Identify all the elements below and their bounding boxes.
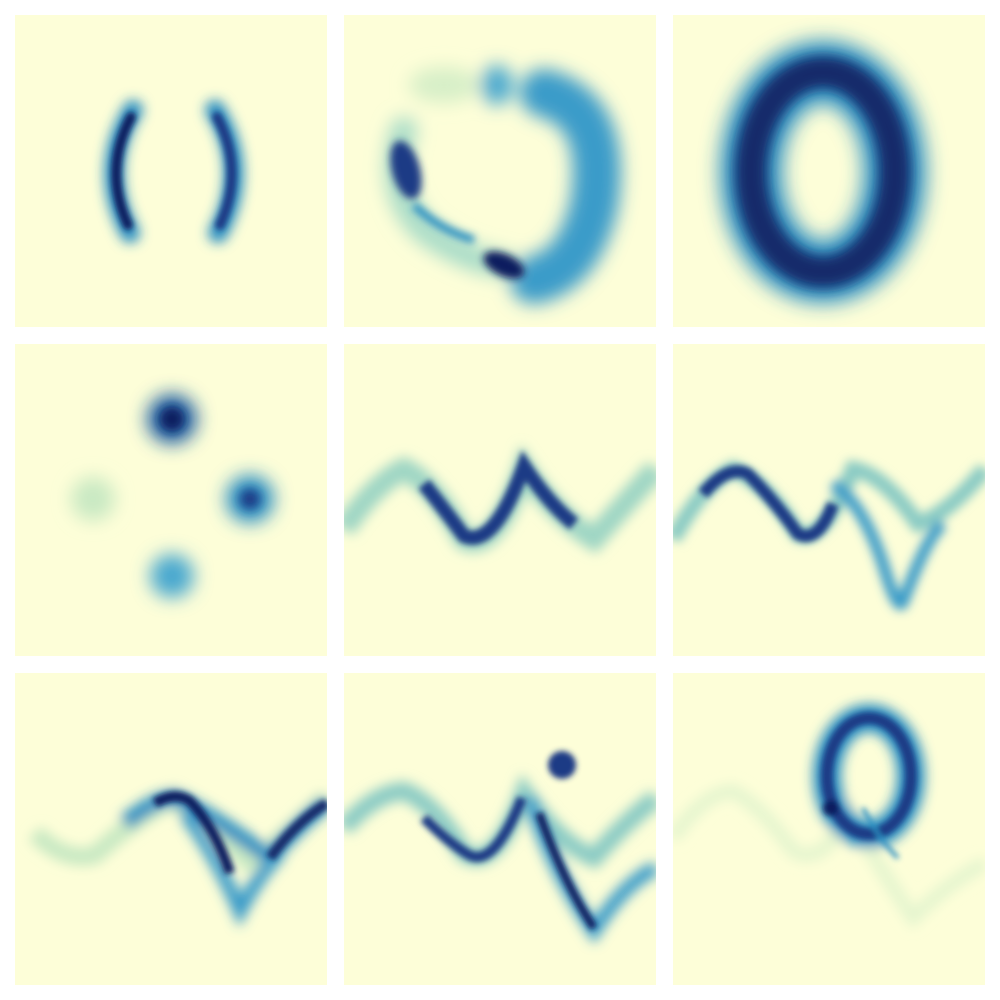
panel-wave-with-dot (344, 673, 656, 985)
double-wave-plot (28, 787, 327, 928)
panel-single-wave (344, 344, 656, 656)
panel-double-wave (15, 673, 327, 985)
four-blobs-plot (71, 394, 274, 598)
thick-ring-plot (720, 41, 926, 303)
wave-with-ring-plot (673, 704, 985, 929)
broken-ring-plot (384, 65, 621, 304)
panel-split-wave (673, 344, 985, 656)
panel-broken-ring (344, 15, 656, 327)
panel-four-blobs (15, 344, 327, 656)
wave-with-dot-plot (344, 751, 656, 944)
single-wave-plot (344, 444, 656, 554)
split-wave-plot (673, 460, 985, 611)
panel-thick-ring (673, 15, 985, 327)
panel-two-arcs (15, 15, 327, 327)
panel-wave-with-ring (673, 673, 985, 985)
two-arcs-plot (104, 100, 244, 243)
